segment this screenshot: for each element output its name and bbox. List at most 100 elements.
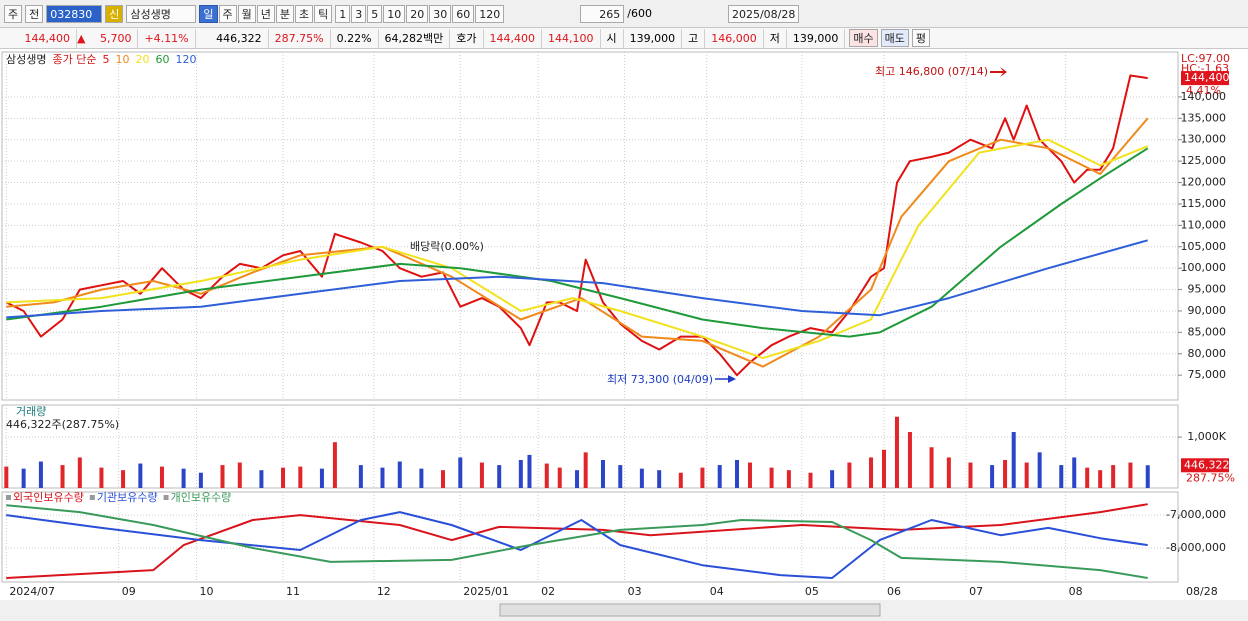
volume-bar [1011, 431, 1016, 488]
y-tick-label: 125,000 [1181, 154, 1227, 167]
y-tick-label: 130,000 [1181, 133, 1227, 146]
buy-button[interactable]: 매수 [849, 29, 878, 47]
x-tick-label: 12 [377, 585, 391, 598]
volume-bar [479, 462, 484, 488]
code-input[interactable]: 032830 [46, 4, 103, 23]
price: 144,400 [4, 28, 77, 48]
minute-group: 1 3 5 10 20 30 60 120 [335, 4, 505, 23]
quote-label: 호가 [450, 28, 484, 48]
volume-bar [747, 462, 752, 488]
series-line [6, 504, 1148, 579]
minute-button[interactable]: 3 [351, 4, 367, 23]
annotation-low: 최저 73,300 (04/09) [607, 373, 713, 386]
volume-bar [735, 459, 739, 488]
series-line [6, 138, 1149, 360]
legend-title: 종가 단순 [52, 53, 96, 66]
volume-bar [717, 465, 722, 488]
background [0, 49, 1248, 621]
volume-bar [1145, 465, 1150, 488]
low: 139,000 [787, 28, 846, 48]
volume-bar [657, 470, 662, 488]
scroll-thumb[interactable] [499, 603, 881, 617]
turnover: 0.22% [331, 28, 379, 48]
volume-bar [518, 459, 523, 488]
interval-button[interactable]: 초 [295, 4, 314, 23]
volume-bar [281, 467, 286, 488]
avg-button[interactable]: 평 [911, 29, 931, 47]
count-max: /600 [627, 7, 652, 20]
volume-bar [544, 463, 549, 488]
last-volume-pct: 287.75% [1186, 471, 1235, 484]
volume-bar [1003, 459, 1008, 488]
volume-bar [259, 470, 264, 488]
series-line [6, 117, 1149, 368]
legend-entry: 5 [102, 53, 109, 66]
volume-bar [298, 466, 303, 488]
volume-bar [441, 470, 445, 488]
interval-button[interactable]: 일 [199, 4, 218, 23]
volume: 446,322 [196, 28, 269, 48]
y-tick-label: -8,000,000 [1166, 541, 1226, 554]
volume-bar [60, 465, 65, 488]
volume-bar [159, 466, 164, 488]
interval-button[interactable]: 분 [275, 4, 294, 23]
interval-button[interactable]: 년 [256, 4, 275, 23]
series-line [6, 147, 1149, 338]
date-input[interactable]: 2025/08/28 [727, 4, 800, 23]
volume-ratio: 287.75% [269, 28, 331, 48]
volume-bar [968, 462, 973, 488]
volume-bar [990, 465, 995, 488]
volume-bar [397, 461, 402, 488]
minute-button[interactable]: 120 [475, 4, 505, 23]
volume-bar [1024, 462, 1029, 488]
minute-button[interactable]: 30 [429, 4, 452, 23]
minute-button[interactable]: 10 [383, 4, 406, 23]
volume-bar [1085, 467, 1090, 488]
minute-button[interactable]: 1 [335, 4, 351, 23]
volume-bar [121, 470, 126, 488]
volume-bar [332, 442, 337, 488]
legend-swatch [6, 495, 11, 500]
change: 5,700 [85, 28, 139, 48]
minute-button[interactable]: 20 [406, 4, 429, 23]
minute-button[interactable]: 60 [452, 4, 475, 23]
chart-area: 2024/07 09 10 11 12 2025/01 02 03 04 05 06 07 08 08/2… [0, 49, 1248, 621]
series-line [6, 239, 1148, 319]
high-label: 고 [682, 28, 706, 48]
low-label: 저 [764, 28, 787, 48]
interval-button[interactable]: 주 [218, 4, 237, 23]
y-tick-label: 115,000 [1181, 197, 1227, 210]
legend-swatch [89, 495, 95, 500]
last-price-box [1181, 71, 1229, 86]
period-button[interactable]: 주 [4, 4, 23, 23]
open: 139,000 [624, 28, 683, 48]
volume-bar [557, 467, 562, 488]
volume-bar [575, 470, 580, 488]
y-tick-label: 95,000 [1188, 283, 1227, 296]
volume-bar [1037, 452, 1042, 488]
volume-panel [1, 404, 1179, 489]
volume-subtitle: 446,322주(287.75%) [6, 418, 119, 431]
annotation-dividend: 배당락(0.00%) [410, 240, 484, 253]
volume-bar [99, 467, 104, 488]
volume-bar [847, 462, 852, 488]
volume-bar [869, 457, 874, 488]
interval-button[interactable]: 틱 [314, 4, 333, 23]
volume-bar [198, 472, 203, 488]
volume-bar [220, 465, 225, 488]
y-tick-label: 105,000 [1181, 240, 1227, 253]
series-line [5, 74, 1148, 377]
interval-button[interactable]: 월 [237, 4, 256, 23]
sell-button[interactable]: 매도 [880, 29, 909, 47]
prev-button[interactable]: 전 [25, 4, 44, 23]
high-arrow [990, 67, 1007, 77]
legend-entry: 기관보유수량 [97, 491, 158, 504]
y-tick-label: 110,000 [1181, 218, 1227, 231]
volume-bar [77, 457, 82, 488]
volume-bar [1072, 457, 1077, 488]
x-tick-label: 02 [541, 585, 555, 598]
minute-button[interactable]: 5 [367, 4, 383, 23]
x-tick-label: 03 [628, 585, 642, 598]
count-input[interactable]: 265 [580, 4, 625, 23]
